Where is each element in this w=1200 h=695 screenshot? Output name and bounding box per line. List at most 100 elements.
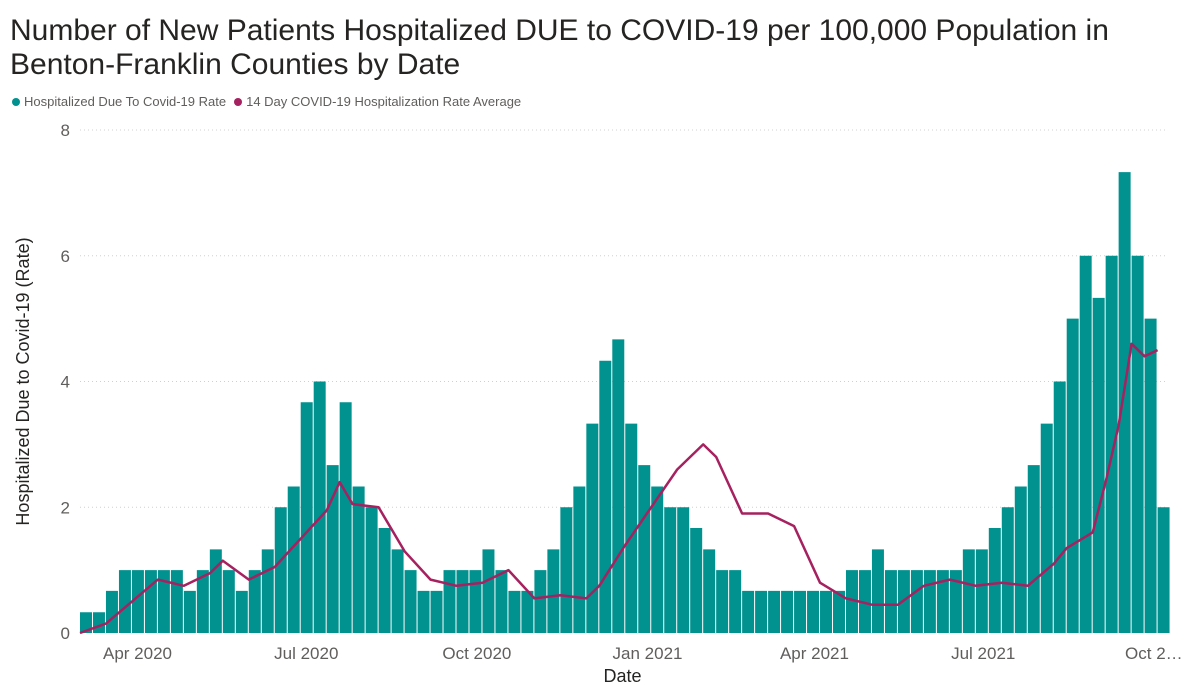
bar[interactable] bbox=[92, 612, 105, 633]
legend-item-bars[interactable]: Hospitalized Due To Covid-19 Rate bbox=[12, 94, 226, 109]
bar[interactable] bbox=[1040, 423, 1053, 633]
bar[interactable] bbox=[404, 570, 417, 633]
bar[interactable] bbox=[274, 507, 287, 633]
bar[interactable] bbox=[391, 549, 404, 633]
bar[interactable] bbox=[1053, 381, 1066, 634]
legend-marker-line bbox=[234, 97, 243, 106]
bar[interactable] bbox=[651, 486, 664, 633]
bar[interactable] bbox=[456, 570, 469, 633]
bar[interactable] bbox=[1027, 465, 1040, 633]
legend-label-bars: Hospitalized Due To Covid-19 Rate bbox=[24, 94, 227, 109]
bar[interactable] bbox=[794, 590, 807, 633]
bar[interactable] bbox=[508, 590, 521, 633]
bar[interactable] bbox=[235, 590, 248, 633]
bar[interactable] bbox=[443, 570, 456, 633]
legend-label-line: 14 Day COVID-19 Hospitalization Rate Ave… bbox=[246, 94, 522, 109]
bar[interactable] bbox=[729, 570, 742, 633]
bar[interactable] bbox=[586, 423, 599, 633]
bar[interactable] bbox=[365, 507, 378, 633]
bar[interactable] bbox=[183, 590, 196, 633]
bar[interactable] bbox=[326, 465, 339, 633]
bar[interactable] bbox=[105, 590, 118, 633]
bar[interactable] bbox=[482, 549, 495, 633]
bar[interactable] bbox=[313, 381, 326, 634]
bar[interactable] bbox=[807, 590, 820, 633]
bar[interactable] bbox=[1079, 255, 1092, 633]
bar[interactable] bbox=[871, 549, 884, 633]
y-axis: 0 2 4 6 8 bbox=[61, 121, 70, 643]
chart-legend: Hospitalized Due To Covid-19 Rate 14 Day… bbox=[12, 94, 529, 109]
bar[interactable] bbox=[248, 570, 261, 633]
bar[interactable] bbox=[1131, 255, 1144, 633]
bar[interactable] bbox=[845, 570, 858, 633]
bar[interactable] bbox=[352, 486, 365, 633]
bar[interactable] bbox=[612, 339, 625, 633]
bar[interactable] bbox=[677, 507, 690, 633]
bar[interactable] bbox=[261, 549, 274, 633]
bar[interactable] bbox=[949, 570, 962, 633]
bar[interactable] bbox=[222, 570, 235, 633]
bar[interactable] bbox=[430, 590, 443, 633]
bar[interactable] bbox=[690, 527, 703, 633]
bar[interactable] bbox=[534, 570, 547, 633]
bar[interactable] bbox=[469, 570, 482, 633]
bar[interactable] bbox=[664, 507, 677, 633]
bar[interactable] bbox=[1001, 507, 1014, 633]
bar[interactable] bbox=[300, 402, 313, 633]
bar[interactable] bbox=[820, 590, 833, 633]
y-tick-label: 2 bbox=[61, 498, 70, 517]
bar[interactable] bbox=[716, 570, 729, 633]
bar[interactable] bbox=[1157, 507, 1170, 633]
bar[interactable] bbox=[833, 590, 845, 633]
bar[interactable] bbox=[768, 590, 781, 633]
bar[interactable] bbox=[1014, 486, 1027, 633]
bar[interactable] bbox=[170, 570, 183, 633]
bar[interactable] bbox=[936, 570, 949, 633]
bar[interactable] bbox=[209, 549, 222, 633]
bar[interactable] bbox=[742, 590, 755, 633]
chart-title: Number of New Patients Hospitalized DUE … bbox=[10, 14, 1109, 81]
bar[interactable] bbox=[910, 570, 923, 633]
x-tick-label: Apr 2020 bbox=[103, 644, 172, 663]
bar-series bbox=[80, 172, 1170, 633]
bar[interactable] bbox=[1144, 318, 1157, 633]
bar[interactable] bbox=[858, 570, 871, 633]
bar[interactable] bbox=[495, 570, 508, 633]
bar[interactable] bbox=[988, 527, 1001, 633]
bar[interactable] bbox=[378, 527, 391, 633]
bar[interactable] bbox=[625, 423, 638, 633]
bar[interactable] bbox=[573, 486, 586, 633]
y-tick-label: 4 bbox=[61, 373, 70, 392]
bar[interactable] bbox=[144, 570, 157, 633]
legend-marker-bars bbox=[12, 97, 20, 106]
bar[interactable] bbox=[339, 402, 352, 633]
bar[interactable] bbox=[417, 590, 430, 633]
bar[interactable] bbox=[196, 570, 209, 633]
bar[interactable] bbox=[1092, 297, 1105, 633]
bar[interactable] bbox=[131, 570, 144, 633]
bar[interactable] bbox=[962, 549, 975, 633]
bar[interactable] bbox=[755, 590, 768, 633]
bar[interactable] bbox=[1118, 172, 1131, 633]
y-tick-label: 6 bbox=[61, 247, 70, 266]
bar[interactable] bbox=[703, 549, 716, 633]
bar[interactable] bbox=[975, 549, 988, 633]
x-tick-label: Jan 2021 bbox=[613, 644, 683, 663]
bar[interactable] bbox=[560, 507, 573, 633]
bar[interactable] bbox=[923, 570, 936, 633]
legend-item-line[interactable]: 14 Day COVID-19 Hospitalization Rate Ave… bbox=[234, 94, 521, 109]
bar[interactable] bbox=[521, 590, 534, 633]
bar[interactable] bbox=[118, 570, 131, 633]
bar[interactable] bbox=[781, 590, 794, 633]
bar[interactable] bbox=[287, 486, 300, 633]
bar[interactable] bbox=[599, 360, 612, 633]
bar[interactable] bbox=[157, 570, 170, 633]
bar[interactable] bbox=[1066, 318, 1079, 633]
bar[interactable] bbox=[547, 549, 560, 633]
bar[interactable] bbox=[80, 612, 92, 633]
y-tick-label: 8 bbox=[61, 121, 70, 140]
bar[interactable] bbox=[1105, 255, 1118, 633]
bar[interactable] bbox=[884, 570, 897, 633]
bar[interactable] bbox=[638, 465, 651, 633]
average-line[interactable] bbox=[79, 342, 1159, 635]
